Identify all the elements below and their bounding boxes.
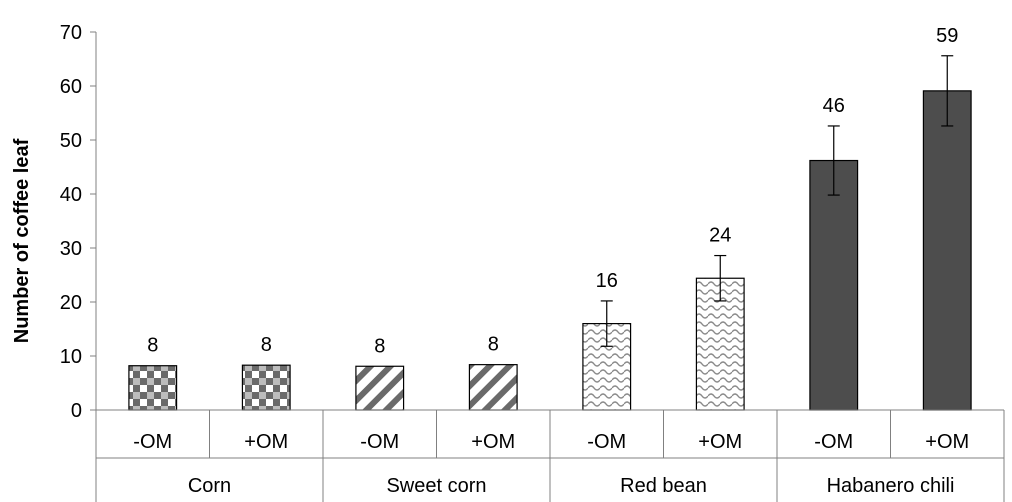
data-label: 8 (374, 335, 385, 357)
group-label: Red bean (620, 475, 707, 497)
bar-sweet-corn-plus-om (468, 364, 518, 411)
error-bar (714, 254, 727, 302)
x-tick-label: -OM (814, 431, 853, 453)
error-bars (600, 55, 954, 347)
group-label: Sweet corn (386, 475, 486, 497)
x-tick-label: +OM (925, 431, 969, 453)
error-bar (941, 55, 954, 127)
y-tick-label: 40 (60, 184, 82, 206)
bar-sweet-corn-minus-om (355, 365, 405, 411)
bar-corn-minus-om (128, 365, 178, 411)
y-tick-label: 50 (60, 130, 82, 152)
y-tick-label: 20 (60, 292, 82, 314)
error-bar (827, 125, 840, 196)
x-tick-label: -OM (133, 431, 172, 453)
x-tick-label: -OM (360, 431, 399, 453)
bars (128, 90, 972, 411)
y-tick-label: 0 (71, 400, 82, 422)
y-tick-label: 30 (60, 238, 82, 260)
x-tick-label: +OM (244, 431, 288, 453)
bar-habanero-chili-plus-om (922, 90, 972, 411)
y-axis: 0 10 20 30 40 50 60 70 (60, 22, 97, 422)
data-label: 59 (936, 25, 958, 47)
group-label: Habanero chili (827, 475, 955, 497)
y-axis-title: Number of coffee leaf (11, 138, 33, 343)
y-tick-label: 70 (60, 22, 82, 44)
x-tick-label: +OM (471, 431, 515, 453)
x-tick-label: -OM (587, 431, 626, 453)
bar-habanero-chili-minus-om (809, 159, 859, 411)
data-label: 16 (596, 270, 618, 292)
data-label: 8 (261, 334, 272, 356)
x-axis: -OM +OM -OM +OM -OM +OM -OM +OM Corn Sweet corn Re… (95, 409, 1005, 502)
data-label: 24 (709, 225, 731, 247)
y-tick-label: 60 (60, 76, 82, 98)
bar-corn-plus-om (241, 364, 291, 411)
x-tick-label: +OM (698, 431, 742, 453)
data-labels: 8 8 8 8 16 24 46 59 (147, 25, 958, 358)
group-label: Corn (188, 475, 231, 497)
data-label: 8 (147, 335, 158, 357)
data-label: 46 (823, 95, 845, 117)
data-label: 8 (488, 334, 499, 356)
y-tick-label: 10 (60, 346, 82, 368)
plot-area: 0 10 20 30 40 50 60 70 8 8 8 8 16 24 46 59 -OM +OM -OM +O… (60, 22, 1005, 502)
error-bar (600, 300, 613, 347)
